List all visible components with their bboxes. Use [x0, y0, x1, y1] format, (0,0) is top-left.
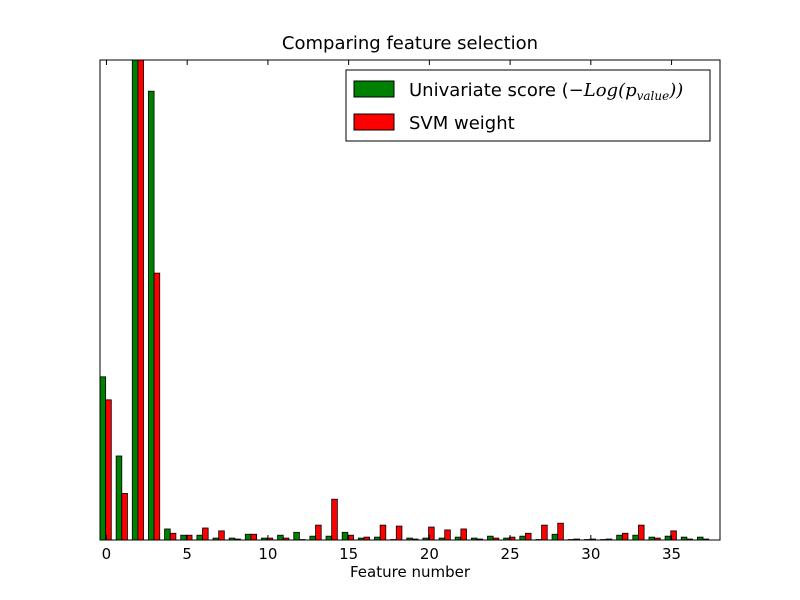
x-tick-label-30: 30	[581, 545, 600, 563]
legend-label-univariate: Univariate score (−Log(pvalue))	[409, 80, 683, 103]
univariate-bar-1	[115, 455, 123, 541]
svm-bar-9	[250, 533, 258, 541]
univariate-bar-33	[632, 534, 639, 541]
legend-label-svm: SVM weight	[409, 113, 515, 134]
x-tick-label-5: 5	[182, 545, 192, 563]
x-tick-label-10: 10	[258, 545, 277, 563]
univariate-bar-24	[487, 535, 494, 541]
x-tick-label-0: 0	[102, 545, 112, 563]
legend-swatch-svm	[353, 113, 395, 131]
univariate-bar-12	[293, 531, 300, 541]
legend-swatch-univariate	[353, 80, 395, 98]
svm-bar-7	[218, 530, 225, 541]
univariate-bar-26	[519, 535, 526, 541]
bars-group	[99, 59, 710, 541]
svm-bar-32	[621, 532, 629, 541]
x-ticks-group: 0 5 10 15 20 25 30 35	[102, 60, 681, 563]
svm-bar-18	[395, 525, 403, 541]
chart-title: Comparing feature selection	[282, 33, 538, 54]
svm-bar-17	[379, 524, 387, 541]
univariate-bar-32	[616, 534, 623, 541]
x-tick-label-35: 35	[662, 545, 681, 563]
svm-bar-6	[202, 527, 209, 541]
univariate-bar-11	[277, 534, 284, 541]
axes-frame	[99, 59, 721, 541]
x-tick-label-25: 25	[501, 545, 520, 563]
univariate-bar-4	[164, 528, 171, 541]
svm-bar-27	[541, 524, 548, 541]
univariate-bar-3	[148, 90, 155, 541]
svm-bar-21	[444, 529, 451, 541]
x-axis-label: Feature number	[350, 563, 471, 581]
x-tick-label-15: 15	[339, 545, 358, 563]
x-tick-label-20: 20	[420, 545, 439, 563]
svm-bar-26	[525, 532, 532, 541]
univariate-bar-5	[180, 534, 187, 541]
univariate-bar-6	[196, 534, 203, 541]
svm-bar-2	[137, 59, 144, 541]
univariate-bar-2	[131, 59, 139, 541]
svm-bar-3	[153, 272, 161, 541]
svm-bar-13	[315, 524, 322, 541]
univariate-bar-0	[99, 376, 107, 541]
svm-bar-0	[105, 399, 112, 541]
svm-bar-14	[331, 498, 338, 541]
univariate-bar-13	[309, 535, 316, 541]
svm-bar-33	[638, 524, 645, 541]
svm-bar-1	[121, 493, 128, 541]
legend-box	[345, 69, 711, 142]
legend: Univariate score (−Log(pvalue)) SVM weig…	[345, 69, 711, 142]
univariate-bar-28	[551, 533, 559, 541]
svm-bar-28	[557, 522, 564, 541]
svm-bar-4	[169, 532, 177, 541]
univariate-bar-15	[341, 531, 349, 541]
univariate-bar-9	[244, 533, 252, 541]
univariate-bar-35	[664, 535, 672, 541]
univariate-bar-14	[325, 535, 333, 541]
svm-bar-22	[460, 528, 467, 541]
